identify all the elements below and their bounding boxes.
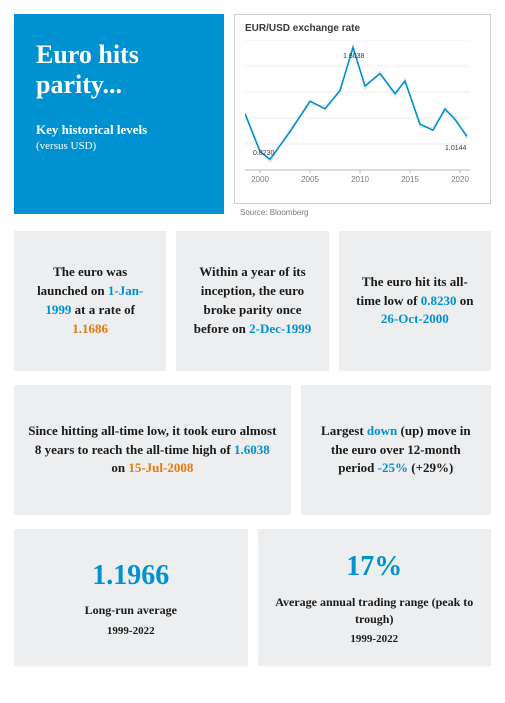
text: Largest: [321, 423, 367, 438]
fact-card-move: Largest down (up) move in the euro over …: [301, 385, 491, 515]
text: (up): [401, 423, 424, 438]
svg-text:2015: 2015: [401, 175, 419, 184]
fact-card-parity: Within a year of its inception, the euro…: [176, 231, 328, 371]
stat-value: 17%: [346, 547, 402, 588]
chart-source: Source: Bloomberg: [240, 208, 491, 217]
highlight-value: 1.6038: [234, 442, 270, 457]
chart-container: EUR/USD exchange rate 0.8230 1.6038 1.0144…: [234, 14, 491, 217]
stat-label: Average annual trading range (peak to tr…: [272, 594, 478, 629]
svg-text:1.0144: 1.0144: [445, 145, 467, 152]
hero-subtitle: Key historical levels: [36, 122, 202, 139]
stat-card-avg: 1.1966 Long-run average 1999-2022: [14, 529, 248, 666]
stat-value: 1.1966: [92, 556, 169, 597]
highlight-value: 0.8230: [421, 293, 457, 308]
hero-subtitle2: (versus USD): [36, 139, 202, 153]
chart-box: EUR/USD exchange rate 0.8230 1.6038 1.0144…: [234, 14, 491, 204]
stat-range: 1999-2022: [350, 632, 398, 648]
svg-text:2005: 2005: [301, 175, 319, 184]
stat-label: Long-run average: [85, 602, 177, 619]
svg-text:2020: 2020: [451, 175, 469, 184]
svg-text:2000: 2000: [251, 175, 269, 184]
highlight-down-val: -25%: [378, 460, 408, 475]
highlight-date: 26-Oct-2000: [381, 311, 449, 326]
fact-card-low: The euro hit its all-time low of 0.8230 …: [339, 231, 491, 371]
stat-range: 1999-2022: [107, 624, 155, 640]
svg-text:1.6038: 1.6038: [343, 53, 365, 60]
text: (+29%): [411, 460, 453, 475]
svg-text:2010: 2010: [351, 175, 369, 184]
chart-title: EUR/USD exchange rate: [245, 23, 480, 34]
highlight-value: 1.1686: [72, 321, 108, 336]
highlight-down: down: [367, 423, 397, 438]
highlight-date: 15-Jul-2008: [128, 460, 193, 475]
eurusd-line-chart: 0.8230 1.6038 1.0144 2000 2005 2010 2015 2020: [245, 40, 470, 188]
hero-panel: Euro hits parity... Key historical level…: [14, 14, 224, 214]
text: on: [111, 460, 128, 475]
fact-card-launch: The euro was launched on 1-Jan-1999 at a…: [14, 231, 166, 371]
hero-title: Euro hits parity...: [36, 40, 202, 100]
text: at a rate of: [75, 302, 135, 317]
svg-text:0.8230: 0.8230: [253, 150, 275, 157]
text: on: [460, 293, 474, 308]
stat-card-range: 17% Average annual trading range (peak t…: [258, 529, 492, 666]
highlight-date: 2-Dec-1999: [249, 321, 311, 336]
fact-card-high: Since hitting all-time low, it took euro…: [14, 385, 291, 515]
